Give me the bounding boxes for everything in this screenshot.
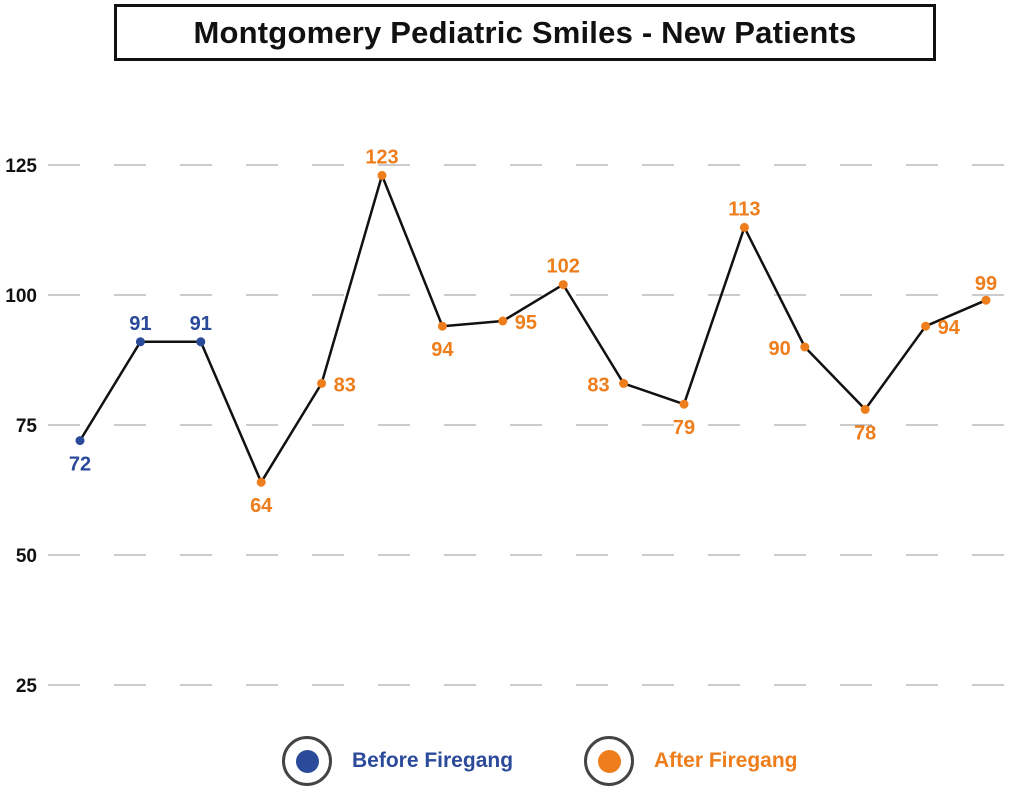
- data-point: [619, 378, 629, 388]
- data-point: [196, 337, 206, 347]
- series-line: [78, 174, 987, 484]
- legend: Before Firegang After Firegang: [0, 736, 1024, 796]
- data-point: [679, 399, 689, 409]
- y-tick-label: 100: [5, 286, 37, 307]
- y-tick-label: 75: [16, 416, 38, 437]
- legend-label-before: Before Firegang: [352, 749, 514, 772]
- data-point: [498, 316, 508, 326]
- data-label: 99: [975, 273, 997, 295]
- legend-label-after: After Firegang: [654, 749, 798, 772]
- data-label: 78: [854, 422, 876, 444]
- data-label: 83: [334, 374, 356, 396]
- data-point: [860, 404, 870, 414]
- y-tick-label: 50: [16, 546, 37, 567]
- data-label: 83: [587, 374, 609, 396]
- data-point: [558, 280, 568, 290]
- data-label: 94: [938, 317, 961, 339]
- data-label: 79: [673, 417, 695, 439]
- y-tick-label: 125: [5, 156, 37, 177]
- data-label: 102: [547, 256, 580, 278]
- data-point: [75, 436, 85, 446]
- data-point: [800, 342, 810, 352]
- gridlines: [48, 164, 1012, 686]
- data-point: [256, 477, 266, 487]
- data-point: [981, 295, 991, 305]
- chart-title: Montgomery Pediatric Smiles - New Patien…: [193, 14, 857, 50]
- legend-dot-after: [597, 749, 621, 773]
- data-point: [921, 321, 931, 331]
- data-point: [437, 321, 447, 331]
- legend-ring-after: [584, 736, 634, 786]
- chart-title-box: Montgomery Pediatric Smiles - New Patien…: [114, 4, 936, 61]
- data-point: [135, 337, 145, 347]
- data-label: 91: [129, 313, 151, 335]
- data-label: 72: [69, 454, 91, 476]
- data-label: 123: [365, 146, 398, 168]
- data-label: 64: [250, 495, 273, 517]
- data-label: 90: [769, 338, 791, 360]
- data-points: [75, 170, 991, 487]
- legend-ring-before: [282, 736, 332, 786]
- y-axis-ticks: 25 50 75 100 125: [5, 156, 37, 697]
- legend-dot-before: [295, 749, 319, 773]
- data-label: 91: [190, 313, 212, 335]
- data-point: [317, 378, 327, 388]
- legend-item-before: Before Firegang: [282, 736, 513, 786]
- data-label: 94: [431, 339, 454, 361]
- data-labels: 72 91 91 64 83 123 94 95 102 83 79 113 90 78 94 99: [69, 146, 997, 517]
- data-point: [377, 170, 387, 180]
- legend-item-after: After Firegang: [584, 736, 798, 786]
- y-tick-label: 25: [16, 676, 38, 697]
- data-label: 95: [515, 312, 537, 334]
- data-label: 113: [728, 198, 760, 220]
- data-point: [739, 222, 749, 232]
